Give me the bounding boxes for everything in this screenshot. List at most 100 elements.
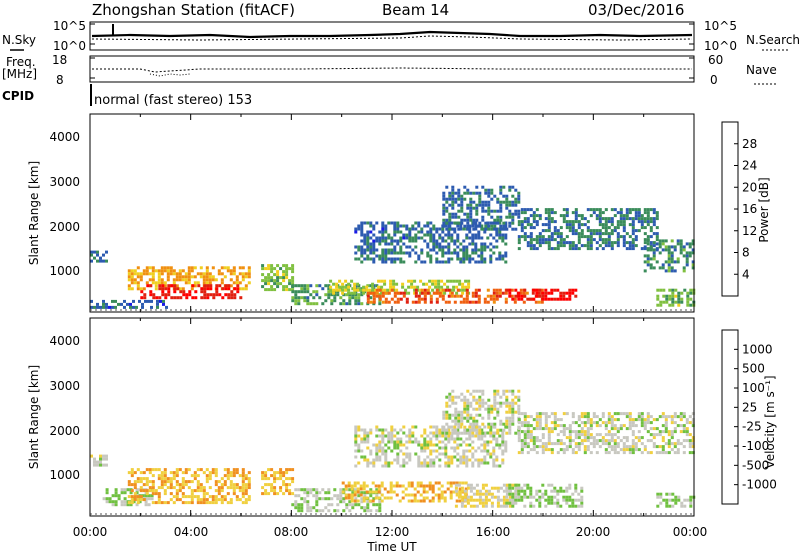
data-cell (378, 503, 382, 507)
data-cell (574, 214, 578, 218)
data-cell (158, 284, 162, 288)
data-cell (138, 500, 142, 504)
data-cell (422, 490, 426, 494)
data-cell (532, 211, 536, 215)
data-cell (577, 418, 581, 422)
data-cell (598, 217, 602, 221)
data-cell (366, 509, 370, 513)
data-cell (508, 504, 512, 508)
data-cell (583, 223, 587, 227)
data-cell (640, 424, 644, 428)
data-cell (369, 236, 373, 240)
data-cell (127, 495, 131, 499)
data-cell (619, 235, 623, 239)
data-cell (459, 455, 463, 459)
data-cell (456, 437, 460, 441)
data-cell (520, 223, 524, 227)
data-cell (495, 233, 499, 237)
scatter-region-12 (656, 492, 696, 508)
data-cell (417, 294, 421, 298)
data-cell (402, 443, 406, 447)
data-cell (463, 492, 467, 496)
data-cell (668, 294, 672, 298)
data-cell (559, 291, 563, 295)
data-cell (471, 294, 475, 298)
data-cell (631, 238, 635, 242)
data-cell (671, 294, 675, 298)
data-cell (369, 494, 373, 498)
data-cell (655, 418, 659, 422)
data-cell (655, 217, 659, 221)
data-cell (267, 267, 271, 271)
data-cell (438, 446, 442, 450)
data-cell (550, 430, 554, 434)
data-cell (640, 442, 644, 446)
data-cell (429, 458, 433, 462)
data-cell (604, 442, 608, 446)
data-cell (568, 291, 572, 295)
data-cell (562, 297, 566, 301)
data-cell (148, 266, 152, 270)
data-cell (643, 245, 647, 249)
data-cell (671, 492, 675, 496)
data-cell (517, 398, 521, 402)
data-cell (649, 451, 653, 455)
data-cell (451, 428, 455, 432)
data-cell (372, 464, 376, 468)
data-cell (190, 501, 194, 505)
data-cell (631, 217, 635, 221)
scatter-region-3 (127, 266, 251, 291)
data-cell (646, 235, 650, 239)
data-cell (568, 288, 572, 292)
data-cell (133, 498, 137, 502)
colorbar-tick-label: -100 (742, 439, 769, 453)
data-cell (393, 248, 397, 252)
data-cell (661, 439, 665, 443)
data-cell (475, 425, 479, 429)
data-cell (664, 424, 668, 428)
data-cell (490, 209, 494, 213)
data-cell (429, 260, 433, 264)
data-cell (538, 439, 542, 443)
data-cell (556, 492, 560, 496)
data-cell (136, 498, 140, 502)
data-cell (481, 185, 485, 189)
data-cell (120, 503, 124, 507)
data-cell (357, 299, 361, 303)
data-cell (468, 227, 472, 231)
data-cell (676, 257, 680, 261)
data-cell (682, 430, 686, 434)
data-cell (408, 434, 412, 438)
data-cell (477, 230, 481, 234)
data-cell (408, 245, 412, 249)
data-cell (450, 425, 454, 429)
data-cell (157, 281, 161, 285)
data-cell (517, 194, 521, 198)
data-cell (643, 238, 647, 242)
data-cell (679, 424, 683, 428)
data-cell (205, 477, 209, 481)
data-cell (595, 214, 599, 218)
data-cell (568, 220, 572, 224)
data-cell (691, 424, 695, 428)
data-cell (655, 211, 659, 215)
data-cell (535, 235, 539, 239)
data-cell (568, 445, 572, 449)
data-cell (175, 489, 179, 493)
data-cell (360, 227, 364, 231)
data-cell (460, 419, 464, 423)
data-cell (453, 251, 457, 255)
data-cell (610, 244, 614, 248)
colorbar-tick-label: 100 (742, 381, 765, 395)
data-cell (477, 461, 481, 465)
data-cell (270, 486, 274, 490)
data-cell (411, 236, 415, 240)
data-cell (148, 486, 152, 490)
data-cell (517, 492, 521, 496)
data-cell (161, 287, 165, 291)
data-cell (459, 294, 463, 298)
data-cell (291, 290, 295, 294)
data-cell (264, 276, 268, 280)
data-cell (586, 247, 590, 251)
data-cell (556, 232, 560, 236)
